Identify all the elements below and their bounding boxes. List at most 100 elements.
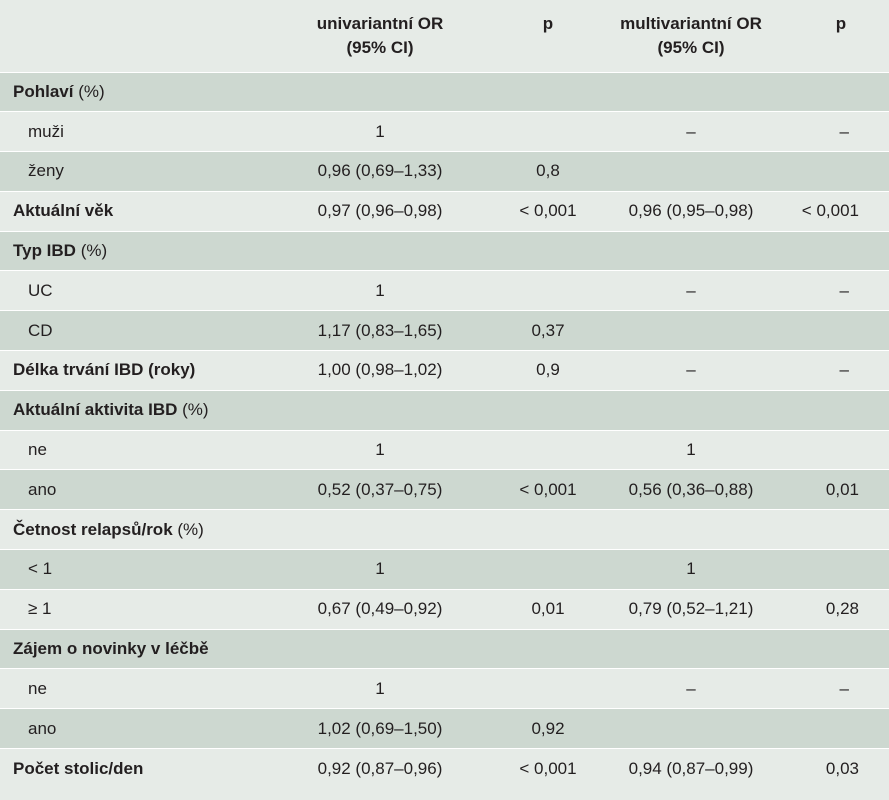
- header-p-univariate: p: [542, 14, 554, 33]
- univariate-or-cell: [253, 230, 507, 271]
- univariate-p-cell: 0,37: [507, 310, 589, 351]
- univariate-p-cell: [507, 71, 589, 112]
- row-label: ne: [0, 429, 253, 470]
- table-row: Zájem o novinky v léčbě: [0, 628, 889, 669]
- row-label-suffix: (%): [73, 81, 105, 101]
- univariate-or-cell: 1: [253, 549, 507, 590]
- row-label: Počet stolic/den: [0, 748, 253, 789]
- row-label: Četnost relapsů/rok (%): [0, 509, 253, 550]
- header-multivariate-line1: multivariantní OR: [620, 14, 762, 33]
- multivariate-or-cell: 0,94 (0,87–0,99): [589, 748, 793, 789]
- multivariate-p-cell: 0,03: [793, 748, 889, 789]
- univariate-or-cell: 0,97 (0,96–0,98): [253, 190, 507, 232]
- univariate-or-cell: 0,96 (0,69–1,33): [253, 151, 507, 192]
- multivariate-or-cell: –: [589, 270, 793, 311]
- multivariate-or-cell: [589, 71, 793, 112]
- table-row: Četnost relapsů/rok (%): [0, 509, 889, 550]
- row-label: ženy: [0, 151, 253, 192]
- univariate-p-cell: < 0,001: [507, 748, 589, 789]
- row-label: ne: [0, 668, 253, 709]
- multivariate-p-cell: [793, 708, 889, 749]
- multivariate-p-cell: –: [793, 668, 889, 709]
- header-univariate-line1: univariantní OR: [316, 14, 444, 33]
- table-row: Typ IBD (%): [0, 230, 889, 271]
- univariate-p-cell: 0,92: [507, 708, 589, 749]
- univariate-or-cell: 1,02 (0,69–1,50): [253, 708, 507, 749]
- table-header: univariantní OR (95% CI) p multivariantn…: [0, 0, 889, 72]
- header-label-col: [0, 0, 253, 72]
- header-multivariate-or: multivariantní OR (95% CI): [589, 0, 793, 72]
- table-row: Počet stolic/den 0,92 (0,87–0,96) < 0,001 0…: [0, 748, 889, 789]
- multivariate-p-cell: –: [793, 270, 889, 311]
- univariate-p-cell: 0,9: [507, 350, 589, 391]
- row-label-suffix: (%): [177, 400, 209, 420]
- row-label: Aktuální věk: [0, 190, 253, 232]
- univariate-p-cell: < 0,001: [507, 469, 589, 510]
- univariate-p-cell: [507, 230, 589, 271]
- univariate-p-cell: 0,01: [507, 588, 589, 630]
- row-label-text: Aktuální aktivita IBD: [13, 400, 178, 420]
- univariate-or-cell: 1: [253, 111, 507, 152]
- row-label-text: Délka trvání IBD (roky): [13, 360, 196, 380]
- row-label-text: Pohlaví: [13, 81, 74, 101]
- univariate-or-cell: [253, 509, 507, 550]
- multivariate-or-cell: [589, 230, 793, 271]
- table-row: Pohlaví (%): [0, 71, 889, 112]
- row-label-text: ne: [28, 440, 47, 460]
- univariate-or-cell: [253, 628, 507, 669]
- table-row: Délka trvání IBD (roky) 1,00 (0,98–1,02) 0…: [0, 350, 889, 391]
- header-row: univariantní OR (95% CI) p multivariantn…: [0, 0, 889, 72]
- multivariate-or-cell: 1: [589, 429, 793, 470]
- univariate-or-cell: 1: [253, 429, 507, 470]
- multivariate-p-cell: [793, 549, 889, 590]
- univariate-p-cell: [507, 429, 589, 470]
- row-label-suffix: (%): [75, 241, 108, 261]
- header-multivariate-line2: (95% CI): [657, 38, 725, 57]
- row-label: CD: [0, 310, 253, 351]
- table-row: ano 1,02 (0,69–1,50) 0,92: [0, 708, 889, 749]
- row-label-text: Zájem o novinky v léčbě: [13, 639, 209, 659]
- row-label-text: Typ IBD: [13, 241, 76, 261]
- row-label-text: muži: [28, 121, 64, 141]
- row-label: Aktuální aktivita IBD (%): [0, 389, 253, 431]
- table-row: Aktuální věk 0,97 (0,96–0,98) < 0,001 0,96 …: [0, 190, 889, 232]
- multivariate-or-cell: [589, 628, 793, 669]
- multivariate-or-cell: 1: [589, 549, 793, 590]
- univariate-p-cell: [507, 509, 589, 550]
- multivariate-or-cell: [589, 708, 793, 749]
- multivariate-p-cell: 0,01: [793, 469, 889, 510]
- table-row: ≥ 1 0,67 (0,49–0,92) 0,01 0,79 (0,52–1,21) 0…: [0, 588, 889, 630]
- multivariate-p-cell: [793, 628, 889, 669]
- multivariate-or-cell: [589, 509, 793, 550]
- row-label-text: ano: [28, 718, 57, 738]
- row-label: ano: [0, 708, 253, 749]
- row-label-text: UC: [28, 280, 53, 300]
- table-body: Pohlaví (%) muži 1– – ženy 0,96 (0,69–1,33) 0,…: [0, 71, 889, 789]
- row-label: UC: [0, 270, 253, 311]
- univariate-p-cell: < 0,001: [507, 190, 589, 232]
- row-label-suffix: (%): [172, 519, 204, 539]
- row-label: Pohlaví (%): [0, 71, 253, 112]
- multivariate-p-cell: [793, 429, 889, 470]
- univariate-or-cell: 1,00 (0,98–1,02): [253, 350, 507, 391]
- multivariate-or-cell: [589, 389, 793, 431]
- univariate-p-cell: [507, 628, 589, 669]
- table-row: ano 0,52 (0,37–0,75) < 0,001 0,56 (0,36–0,8…: [0, 469, 889, 510]
- row-label-text: ≥ 1: [28, 599, 52, 619]
- row-label-text: ženy: [28, 161, 64, 181]
- header-p-multivariate: p: [835, 14, 847, 33]
- univariate-or-cell: 1: [253, 668, 507, 709]
- table-row: Aktuální aktivita IBD (%): [0, 389, 889, 431]
- univariate-p-cell: [507, 111, 589, 152]
- row-label: Délka trvání IBD (roky): [0, 350, 253, 391]
- row-label: ≥ 1: [0, 588, 253, 630]
- multivariate-or-cell: 0,96 (0,95–0,98): [589, 190, 793, 232]
- table-row: ne 1 – –: [0, 668, 889, 709]
- row-label: Typ IBD (%): [0, 230, 253, 271]
- row-label-text: Počet stolic/den: [13, 758, 144, 778]
- row-label-text: ne: [28, 678, 47, 698]
- multivariate-p-cell: [793, 509, 889, 550]
- univariate-p-cell: [507, 668, 589, 709]
- multivariate-p-cell: 0,28: [793, 588, 889, 630]
- multivariate-or-cell: –: [589, 111, 793, 152]
